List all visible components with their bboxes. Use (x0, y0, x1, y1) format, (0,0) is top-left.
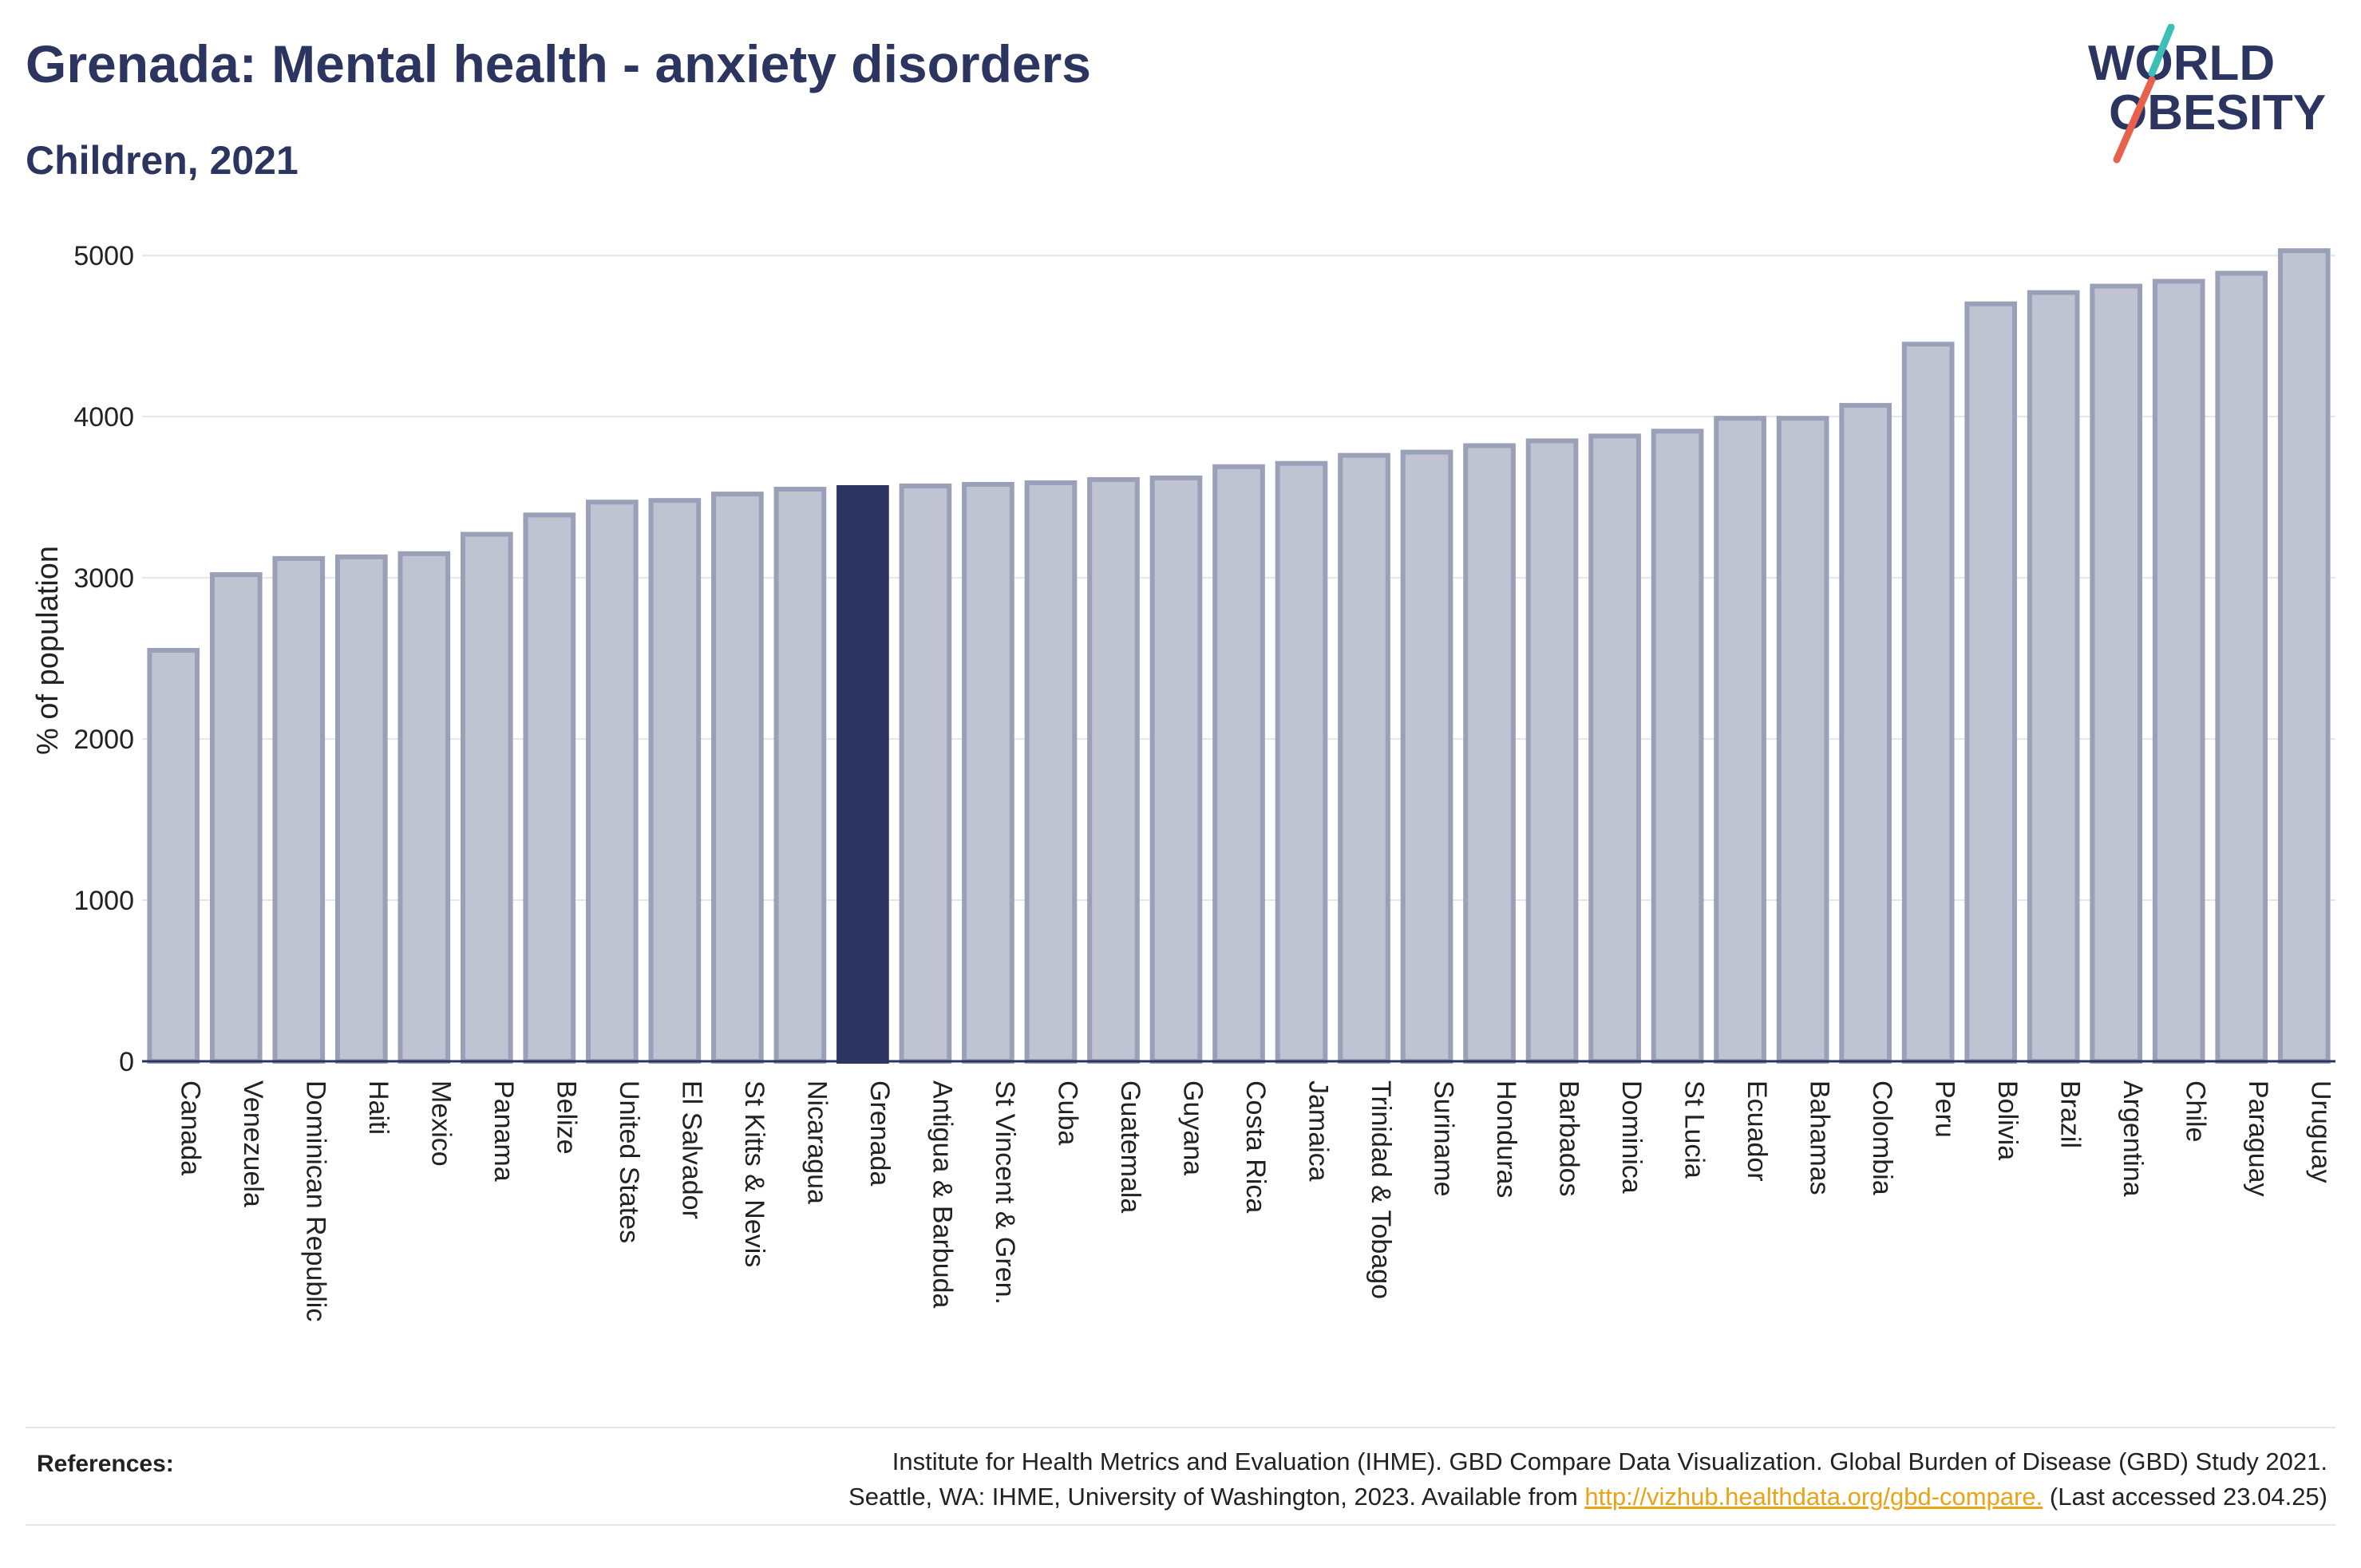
chart-title: Grenada: Mental health - anxiety disorde… (26, 34, 1092, 93)
bar (773, 487, 827, 1064)
x-tick-label: United States (614, 1080, 644, 1243)
y-tick-label: 2000 (73, 725, 134, 755)
x-tick-label: Guatemala (1115, 1080, 1145, 1213)
bar (1338, 452, 1390, 1064)
x-tick-label: Honduras (1491, 1080, 1521, 1198)
x-tick-label: Guyana (1177, 1080, 1208, 1175)
references-line-2: Seattle, WA: IHME, University of Washing… (848, 1483, 2327, 1511)
bar (397, 551, 451, 1064)
x-tick-label: Belize (551, 1080, 581, 1155)
bar (2090, 283, 2143, 1064)
bar (523, 512, 576, 1064)
bar (1839, 403, 1892, 1064)
x-tick-label: Bolivia (1992, 1080, 2023, 1160)
x-tick-label: Panama (488, 1080, 519, 1182)
references-line-2-prefix: Seattle, WA: IHME, University of Washing… (848, 1483, 1585, 1511)
bar (2152, 278, 2205, 1064)
bar (272, 555, 326, 1064)
x-tick-label: Uruguay (2306, 1080, 2336, 1183)
x-tick-label: Argentina (2118, 1080, 2148, 1197)
x-tick-label: Cuba (1052, 1080, 1082, 1145)
bar (2277, 248, 2331, 1064)
bar-highlighted (836, 485, 889, 1064)
y-tick-label: 0 (119, 1047, 134, 1077)
y-axis-title: % of population (31, 546, 65, 755)
x-tick-label: Trinidad & Tobago (1366, 1080, 1396, 1299)
references-link[interactable]: http://vizhub.healthdata.org/gbd-compare… (1584, 1483, 2043, 1511)
bars (147, 248, 2331, 1064)
x-tick-label: Ecuador (1742, 1080, 1772, 1182)
y-tick-label: 3000 (73, 563, 134, 594)
chart-subtitle: Children, 2021 (26, 138, 299, 183)
bar (2215, 271, 2268, 1064)
x-tick-label: Antigua & Barbuda (927, 1080, 957, 1309)
x-tick-label: Canada (175, 1080, 205, 1175)
x-tick-label: Jamaica (1303, 1080, 1334, 1182)
bar (1525, 438, 1579, 1064)
x-tick-label: Peru (1930, 1080, 1960, 1138)
x-tick-label: Costa Rica (1240, 1080, 1271, 1213)
x-tick-label: St Kitts & Nevis (739, 1080, 769, 1267)
y-tick-label: 1000 (73, 886, 134, 916)
x-tick-label: Colombia (1867, 1080, 1897, 1195)
x-tick-label: Barbados (1554, 1080, 1584, 1197)
bar (1087, 476, 1140, 1064)
bar (334, 554, 388, 1064)
bar (147, 648, 200, 1064)
x-tick-label: El Salvador (676, 1080, 706, 1219)
bar (1149, 475, 1203, 1064)
bar (1714, 416, 1766, 1064)
x-tick-label: Nicaragua (801, 1080, 832, 1204)
bar (962, 481, 1014, 1064)
logo-text-world: WORLD (2088, 36, 2275, 91)
bar (1212, 464, 1265, 1064)
bar (1776, 416, 1829, 1064)
x-tick-label: Venezuela (238, 1080, 268, 1207)
x-tick-label: Suriname (1429, 1080, 1459, 1197)
bar (1651, 429, 1704, 1064)
logo-slash-bottom (2113, 76, 2156, 164)
logo-slash-top (2148, 24, 2175, 77)
x-tick-label: Bahamas (1805, 1080, 1835, 1195)
bar (1400, 449, 1453, 1064)
bar (460, 531, 513, 1064)
bar (1463, 443, 1516, 1064)
x-tick-label: Brazil (2055, 1080, 2086, 1148)
footer-divider-bottom (26, 1524, 2335, 1526)
bar (586, 500, 639, 1064)
world-obesity-logo: WORLD OBESITY (2088, 24, 2326, 164)
references-line-1: Institute for Health Metrics and Evaluat… (892, 1448, 2327, 1475)
x-tick-label: Haiti (363, 1080, 394, 1135)
x-tick-label: Paraguay (2243, 1080, 2273, 1197)
bar (1964, 301, 2018, 1064)
x-tick-label: Chile (2181, 1080, 2211, 1142)
bar (209, 572, 263, 1064)
labels: 0 1000 2000 3000 4000 5000 Canada Venezuela Domi… (31, 241, 2336, 1321)
footer-divider-top (26, 1427, 2335, 1428)
bar (1275, 460, 1328, 1064)
bar (1024, 480, 1078, 1064)
bar-chart: 0 1000 2000 3000 4000 5000 Canada Venezuela Domi… (31, 241, 2336, 1321)
x-tick-label: Mexico (425, 1080, 456, 1167)
x-tick-label: Dominica (1616, 1080, 1647, 1194)
references-line-2-suffix: (Last accessed 23.04.25) (2043, 1483, 2327, 1511)
y-tick-label: 4000 (73, 402, 134, 432)
bar (648, 498, 702, 1064)
bar (1588, 433, 1641, 1064)
x-tick-label: Dominican Republic (300, 1080, 330, 1321)
x-tick-label: St Lucia (1679, 1080, 1710, 1179)
y-tick-label: 5000 (73, 241, 134, 271)
bar (1901, 342, 1955, 1064)
references-label: References: (37, 1451, 174, 1477)
x-tick-label: Grenada (864, 1080, 895, 1186)
bar (899, 484, 952, 1064)
bar (711, 492, 764, 1064)
bar (2027, 290, 2080, 1064)
x-tick-label: St Vincent & Gren. (990, 1080, 1020, 1305)
